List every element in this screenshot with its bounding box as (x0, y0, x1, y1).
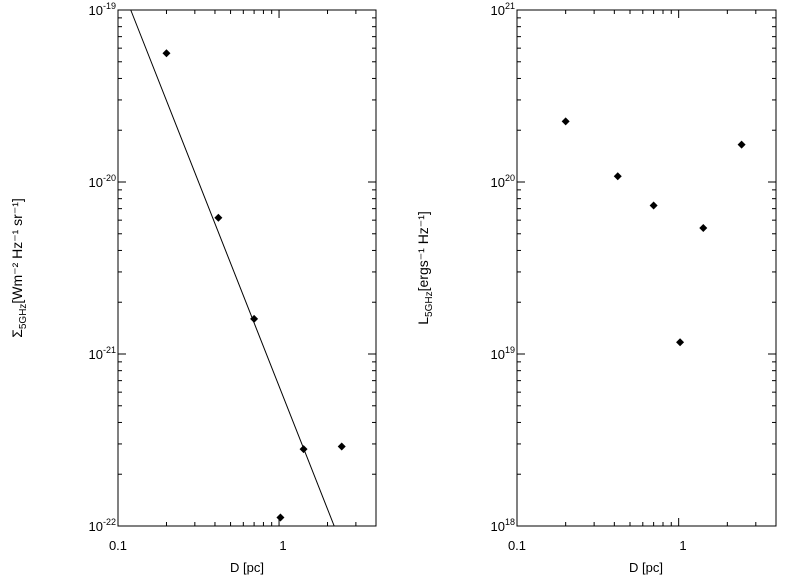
left-panel: 0.1 1 10-22 10-21 10-20 10-19 D [pc] Σ5G… (9, 1, 377, 575)
data-point-4 (299, 445, 308, 454)
right-y-tick-label-e21: 1021 (491, 1, 515, 18)
left-fit-line-group (130, 9, 335, 527)
right-y-tick-label-e19: 1019 (491, 345, 515, 362)
data-point-5 (737, 140, 746, 149)
data-point-3 (276, 513, 285, 522)
data-point-3 (676, 338, 685, 347)
data-point-5 (337, 442, 346, 451)
data-point-2 (649, 201, 658, 210)
left-y-tick-label-e-20: 10-20 (89, 173, 116, 190)
left-plot-frame (117, 9, 377, 527)
data-point-0 (561, 117, 570, 126)
left-ticks (117, 9, 377, 527)
left-y-tick-labels: 10-22 10-21 10-20 10-19 (89, 1, 116, 534)
left-y-tick-label-e-21: 10-21 (89, 345, 116, 362)
right-y-tick-label-e18: 1018 (491, 517, 515, 534)
right-x-axis-label: D [pc] (629, 560, 663, 575)
right-ticks (516, 9, 777, 527)
left-x-tick-label-0.1: 0.1 (109, 538, 127, 553)
left-x-axis-label: D [pc] (230, 560, 264, 575)
right-x-tick-labels: 0.1 1 (508, 538, 687, 553)
right-points (561, 117, 746, 347)
right-y-tick-labels: 1018 1019 1020 1021 (491, 1, 515, 534)
right-y-axis-label: L5GHz[ergs⁻¹ Hz⁻¹] (415, 211, 435, 324)
fit-line (130, 9, 335, 527)
left-points (162, 49, 346, 522)
data-point-1 (214, 213, 223, 222)
left-y-axis-label: Σ5GHz[Wm⁻² Hz⁻¹ sr⁻¹] (9, 198, 29, 338)
left-y-tick-label-e-19: 10-19 (89, 1, 116, 18)
data-point-0 (162, 49, 171, 58)
left-x-tick-label-1: 1 (279, 538, 286, 553)
data-point-2 (250, 314, 259, 323)
left-y-tick-label-e-22: 10-22 (89, 517, 116, 534)
left-x-tick-labels: 0.1 1 (109, 538, 287, 553)
data-point-1 (613, 172, 622, 181)
right-plot-frame (516, 9, 777, 527)
data-point-4 (699, 224, 708, 233)
right-y-tick-label-e20: 1020 (491, 173, 515, 190)
right-panel: 0.1 1 1018 1019 1020 1021 D [pc] L5GHz[e… (415, 1, 777, 575)
right-x-tick-label-0.1: 0.1 (508, 538, 526, 553)
right-x-tick-label-1: 1 (679, 538, 686, 553)
